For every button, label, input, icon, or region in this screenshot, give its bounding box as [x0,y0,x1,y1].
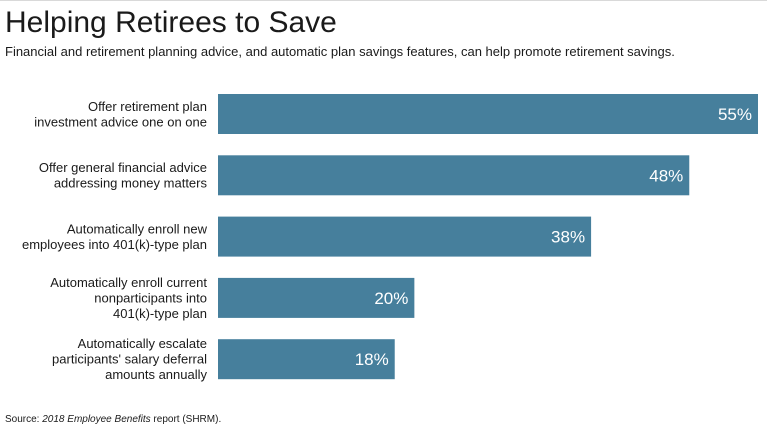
value-label-1: 55% [718,105,752,124]
bar-5 [218,339,395,380]
category-label-4: Automatically enroll current nonparticipa… [50,275,207,321]
bar-chart: 55% Offer retirement plan investment advic… [22,94,758,382]
category-label-line: employees into 401(k)-type plan [22,237,207,252]
source-prefix: Source: [5,414,43,425]
source-report-title: 2018 Employee Benefits [42,414,151,425]
chart-title: Helping Retirees to Save [5,6,337,39]
category-label-line: Automatically enroll new [67,221,208,236]
category-label-3: Automatically enroll new employees into 4… [22,221,208,252]
category-label-line: investment advice one on one [34,114,207,129]
category-label-line: addressing money matters [54,176,208,191]
source-suffix: report (SHRM). [150,414,222,425]
category-label-line: Offer general financial advice [39,160,207,175]
category-label-line: nonparticipants into [94,290,207,305]
category-label-line: Automatically escalate [78,336,207,351]
top-divider [0,0,767,1]
category-label-line: Offer retirement plan [88,99,207,114]
category-label-1: Offer retirement plan investment advice o… [34,99,207,130]
category-label-2: Offer general financial advice addressing… [39,160,208,191]
value-label-3: 38% [551,228,585,247]
bar-1 [218,94,758,134]
bar-2 [218,155,690,196]
bar-4 [218,277,415,318]
chart-subtitle: Financial and retirement planning advice… [5,44,675,59]
value-label-4: 20% [374,289,408,308]
value-label-2: 48% [649,166,683,185]
category-label-line: participants' salary deferral [52,352,207,367]
source-note: Source: 2018 Employee Benefits report (S… [5,414,221,426]
value-label-5: 18% [355,350,389,369]
category-label-5: Automatically escalate participants' sala… [52,336,207,382]
bar-3 [218,216,592,257]
category-label-line: Automatically enroll current [50,275,207,290]
category-label-line: amounts annually [105,367,207,382]
category-label-line: 401(k)-type plan [113,306,207,321]
